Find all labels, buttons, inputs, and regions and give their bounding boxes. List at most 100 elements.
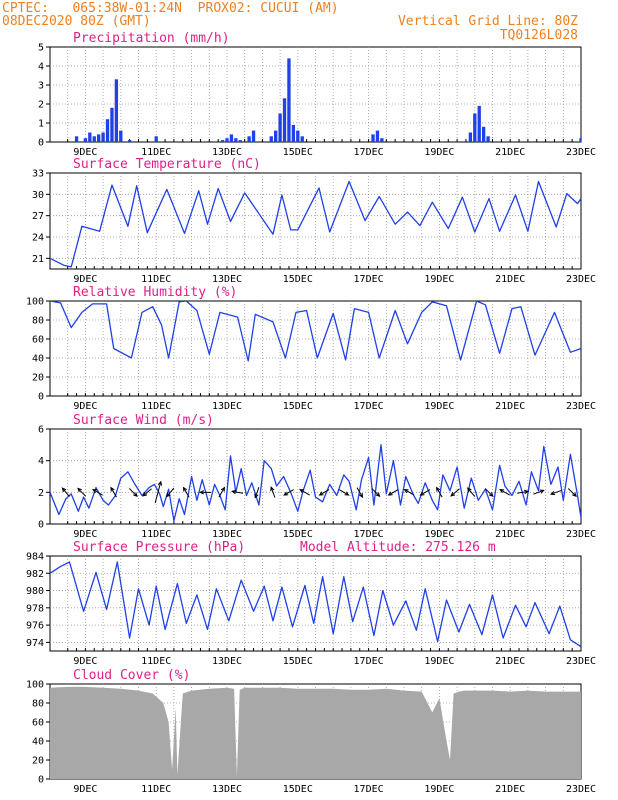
x-tick-label: 21DEC (495, 274, 525, 285)
x-tick-label: 23DEC (566, 529, 596, 540)
wind-arrow-shaft (450, 488, 460, 497)
x-tick-label: 9DEC (73, 529, 97, 540)
panel-title: Surface Wind (m/s) (73, 413, 214, 428)
panels: 0 1 2 3 4 5 9DEC 11DEC 13DEC 15DEC 17DEC 19DEC 21DEC… (26, 31, 604, 795)
y-tick-label: 24 (32, 233, 44, 244)
x-tick-label: 15DEC (283, 401, 313, 412)
wind-arrow-shaft (533, 489, 544, 495)
wind-arrow (283, 489, 294, 496)
y-tick-label: 982 (26, 569, 44, 580)
x-tick-label: 11DEC (141, 401, 171, 412)
precip-bar (225, 138, 229, 142)
precip-bar (296, 130, 300, 142)
x-tick-label: 13DEC (212, 274, 242, 285)
precip-bar (220, 140, 225, 142)
panel-1: 0 1 2 3 4 5 9DEC 11DEC 13DEC 15DEC 17DEC 19DEC 21DEC… (38, 31, 604, 158)
wind-arrow (166, 487, 175, 498)
wind-arrow (182, 486, 190, 498)
wind-arrow (254, 486, 260, 499)
wind-arrow (231, 489, 244, 495)
wind-arrow-head (387, 491, 393, 496)
wind-arrow-shaft (484, 488, 494, 497)
wind-arrow (110, 486, 117, 498)
precip-bar (97, 134, 101, 142)
wind-arrow-shaft (142, 488, 152, 497)
wind-arrow-head (142, 492, 148, 497)
x-tick-label: 15DEC (283, 274, 313, 285)
x-tick-label: 13DEC (212, 147, 242, 158)
precip-bar (88, 132, 92, 142)
precip-bar (588, 121, 591, 142)
header-grid-line: Vertical Grid Line: 80Z (398, 14, 578, 29)
x-tick-label: 19DEC (424, 274, 454, 285)
x-tick-label: 23DEC (566, 147, 596, 158)
x-tick-label: 11DEC (141, 274, 171, 285)
precip-bar (229, 134, 234, 142)
wind-arrow-shaft (299, 489, 310, 496)
x-tick-label: 23DEC (566, 656, 596, 667)
panel-title: Precipitation (mm/h) (73, 31, 230, 46)
wind-arrow (142, 488, 152, 497)
wind-arrow-head (166, 492, 171, 498)
y-tick-label: 3 (38, 81, 44, 92)
x-tick-label: 11DEC (141, 529, 171, 540)
x-tick-label: 17DEC (354, 401, 384, 412)
panel-title: Relative Humidity (%) (73, 285, 237, 300)
wind-arrow-shaft (166, 487, 175, 497)
x-tick-label: 15DEC (283, 656, 313, 667)
x-tick-label: 15DEC (283, 147, 313, 158)
precip-bar (601, 134, 604, 142)
wind-arrow (270, 486, 276, 498)
precip-bar (105, 119, 110, 142)
y-tick-label: 60 (32, 335, 44, 346)
precip-bar (579, 138, 581, 142)
wind-arrow (549, 489, 562, 496)
y-tick-label: 30 (32, 190, 44, 201)
y-tick-label: 27 (32, 211, 44, 222)
precip-bar (477, 105, 481, 142)
wind-arrow (450, 488, 460, 497)
precip-bar (234, 138, 238, 142)
y-tick-label: 33 (32, 169, 44, 180)
wind-arrow-shaft (254, 486, 260, 498)
x-tick-label: 21DEC (495, 656, 525, 667)
wind-vectors (61, 480, 577, 504)
wind-arrow (567, 488, 577, 498)
wind-arrow-shaft (270, 486, 276, 498)
wind-arrow-shaft (92, 489, 103, 496)
y-tick-label: 976 (26, 621, 44, 632)
wind-arrow (92, 489, 103, 496)
wind-arrow-head (572, 492, 577, 498)
precip-bar (83, 138, 88, 142)
x-tick-label: 13DEC (212, 656, 242, 667)
wind-arrow (77, 487, 87, 497)
precip-bar (114, 79, 119, 142)
y-tick-label: 40 (32, 354, 44, 365)
precip-bar (291, 124, 296, 142)
y-tick-label: 984 (26, 552, 44, 563)
wind-arrow (517, 489, 530, 495)
wind-arrow-head (182, 486, 188, 492)
precip-bar (375, 130, 380, 142)
wind-arrow-head (488, 492, 494, 498)
panel-title: Cloud Cover (%) (73, 668, 190, 683)
wind-arrow-shaft (567, 488, 577, 497)
x-tick-label: 21DEC (495, 784, 525, 795)
y-tick-label: 980 (26, 586, 44, 597)
x-tick-label: 21DEC (495, 401, 525, 412)
panel-4: 0 2 4 6 9DEC 11DEC 13DEC 15DEC 17DEC 19DEC 21DEC 23… (38, 413, 596, 540)
x-tick-label: 15DEC (283, 784, 313, 795)
panel-3: 0 20 40 60 80 100 9DEC 11DEC 13DEC 15DEC 17DEC 19DE… (26, 285, 596, 412)
precip-bar (238, 140, 242, 142)
x-tick-label: 23DEC (566, 401, 596, 412)
wind-arrow-head (419, 491, 425, 496)
wind-arrow (318, 489, 330, 496)
precip-bar (269, 136, 273, 142)
series-group (50, 686, 581, 779)
y-tick-label: 5 (38, 43, 44, 54)
wind-arrow-shaft (77, 488, 87, 497)
wind-arrow-head (157, 480, 163, 486)
panel-2: 21 24 27 30 33 9DEC 11DEC 13DEC 15DEC 17DEC 19DEC 2… (32, 157, 596, 285)
x-tick-label: 9DEC (73, 401, 97, 412)
series-group (50, 561, 581, 648)
